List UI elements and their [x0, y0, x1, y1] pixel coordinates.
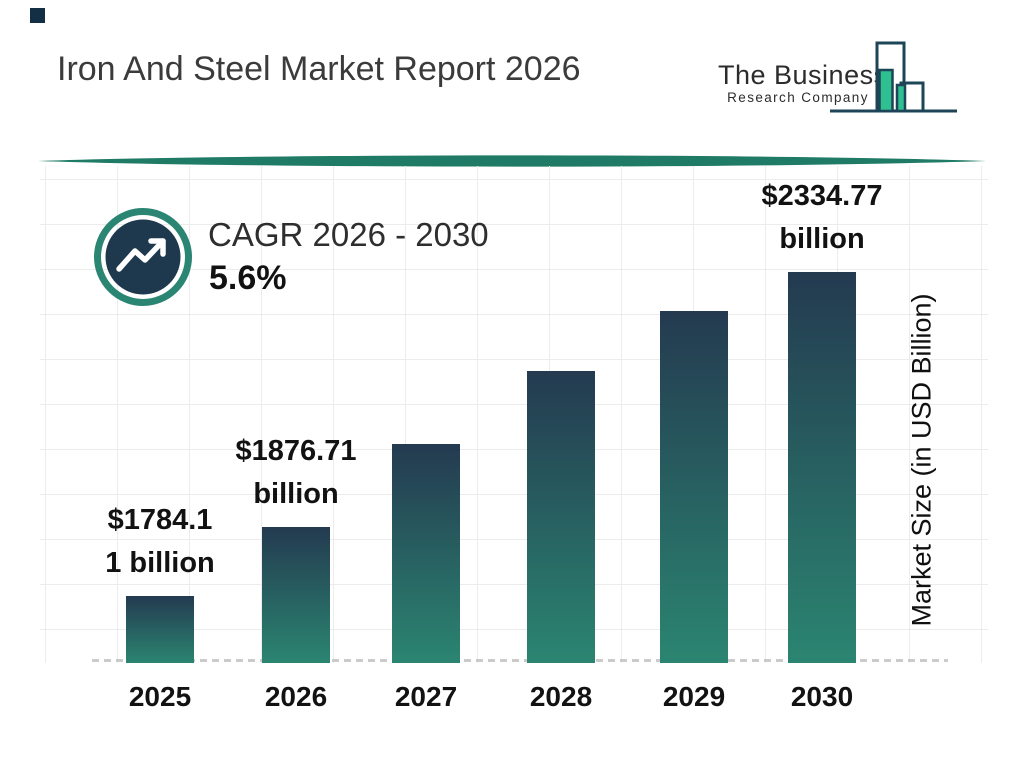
- bar-2025: [126, 596, 194, 663]
- logo-tagline: Research Company: [727, 90, 869, 105]
- bar-2026: [262, 527, 330, 663]
- chart-baseline: [92, 659, 948, 662]
- x-tick-2027: 2027: [394, 681, 458, 712]
- logo-name: The Business: [718, 60, 888, 90]
- bar-2029: [660, 311, 728, 663]
- cagr-period-label: CAGR 2026 - 2030: [208, 216, 489, 253]
- bar-value-label-2026: $1876.71 billion: [235, 435, 357, 510]
- x-tick-2028: 2028: [529, 681, 593, 712]
- bar-2030: [788, 272, 856, 663]
- logo: The Business Research Company: [718, 60, 888, 105]
- x-tick-2030: 2030: [790, 681, 854, 712]
- x-tick-2026: 2026: [264, 681, 328, 712]
- bar-2027: [392, 444, 460, 663]
- y-axis-label: Market Size (in USD Billion): [906, 293, 937, 627]
- page-title: Iron And Steel Market Report 2026: [57, 50, 581, 88]
- bar-value-label-2030: $2334.77 billion: [761, 180, 883, 255]
- trending-up-icon: [94, 208, 192, 306]
- x-tick-2029: 2029: [662, 681, 726, 712]
- bar-value-label-2025: $1784.1 1 billion: [105, 504, 215, 579]
- header-divider-rule: [38, 155, 986, 167]
- bar-2028: [527, 371, 595, 663]
- cagr-value: 5.6%: [209, 259, 287, 297]
- bar-chart-skyline-icon: [830, 41, 957, 113]
- corner-square-mark: [30, 8, 45, 23]
- x-tick-2025: 2025: [128, 681, 192, 712]
